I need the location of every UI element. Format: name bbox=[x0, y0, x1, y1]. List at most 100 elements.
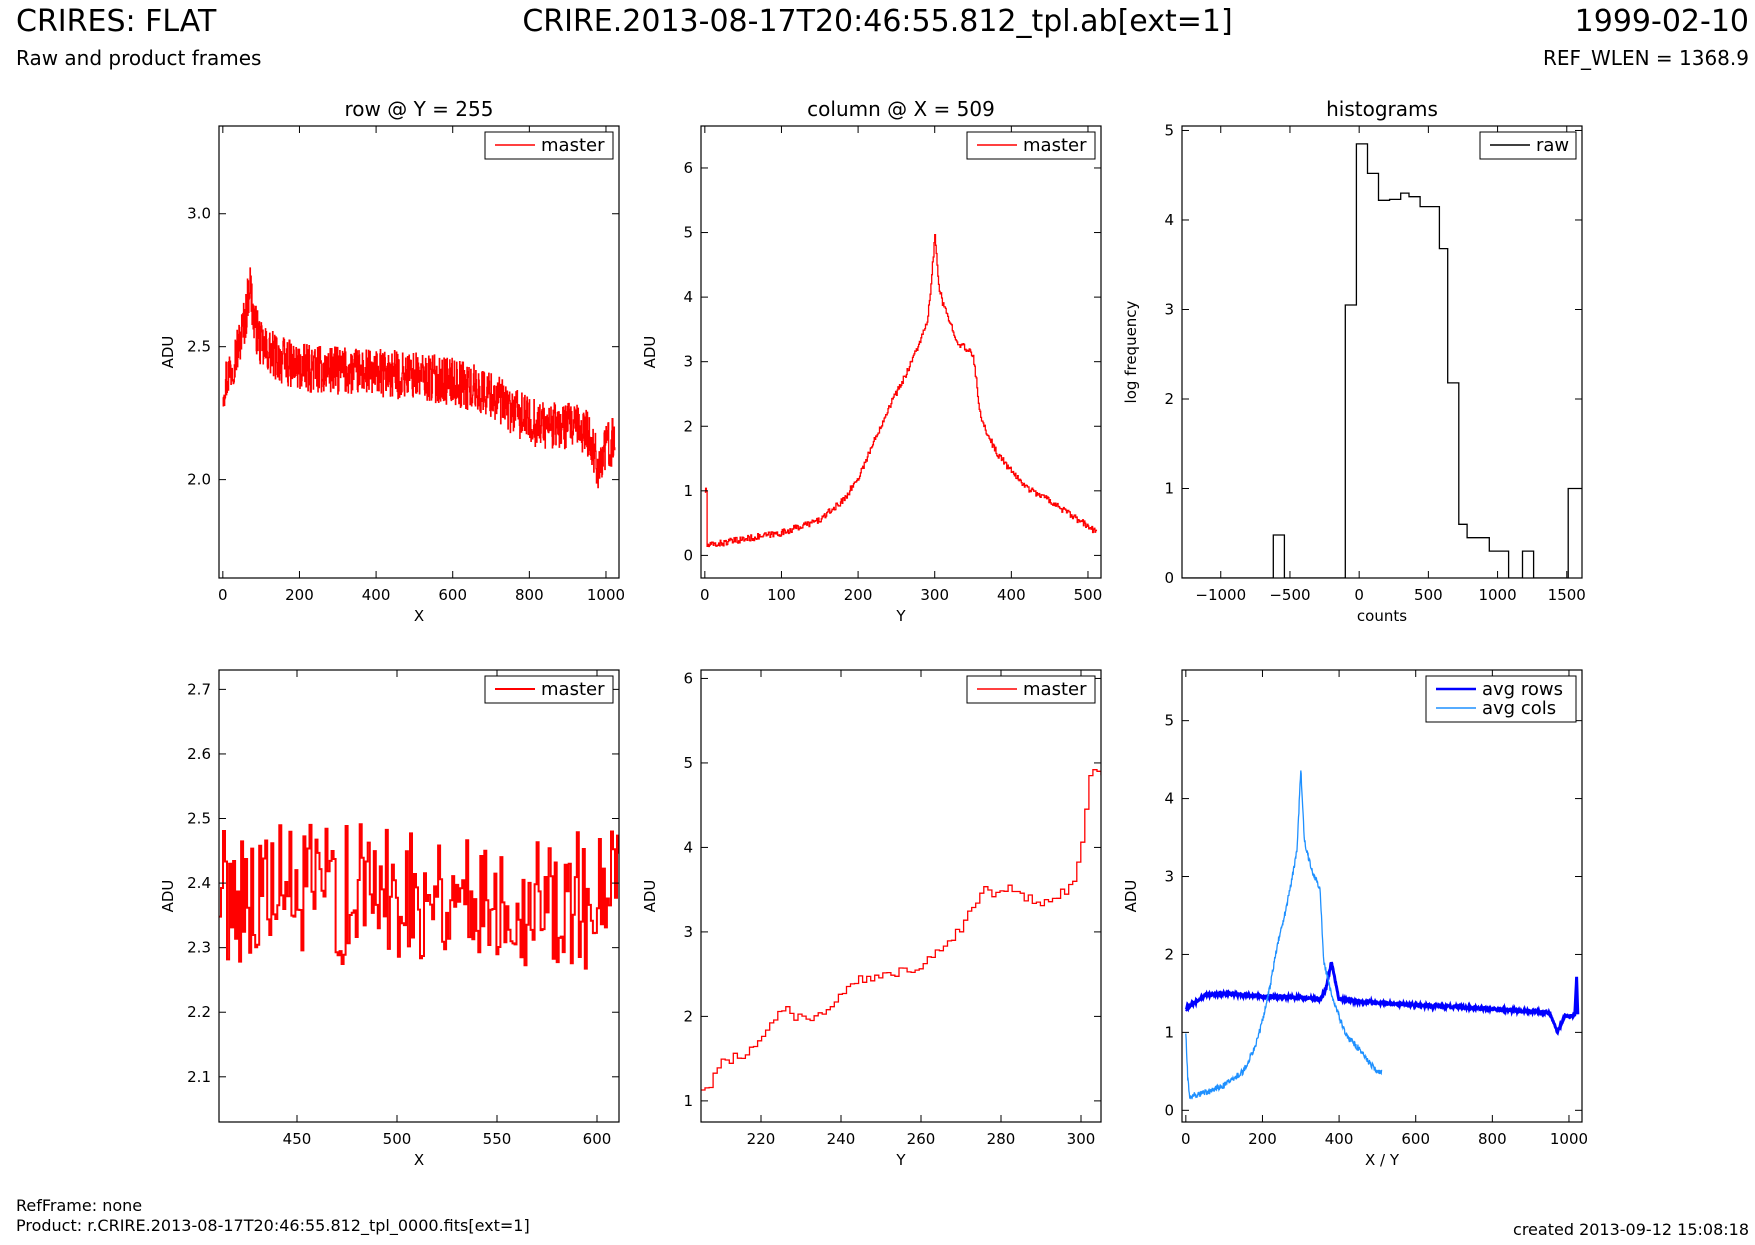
created-timestamp: created 2013-09-12 15:08:18 bbox=[1513, 1220, 1749, 1239]
legend-label: raw bbox=[1536, 135, 1569, 156]
product-label: Product: r.CRIRE.2013-08-17T20:46:55.812… bbox=[16, 1216, 530, 1235]
figure-title: CRIRES: FLAT bbox=[16, 4, 217, 39]
plot-frame bbox=[700, 669, 1102, 1123]
chart-2: 0 100 200 300 400 500 0 1 2 3 4 5 6 column @ X = 509 Y… bbox=[641, 97, 1102, 625]
y-tick-label: 2 bbox=[683, 1007, 693, 1025]
x-axis-label: counts bbox=[1357, 607, 1407, 625]
legend: raw bbox=[1479, 131, 1577, 160]
x-axis-label: Y bbox=[895, 607, 906, 625]
series-master-line bbox=[701, 769, 1101, 1091]
y-tick-label: 3 bbox=[1164, 300, 1174, 318]
y-tick-label: 3.0 bbox=[187, 205, 211, 223]
legend-label: avg rows bbox=[1482, 679, 1563, 700]
y-tick-label: 3 bbox=[683, 353, 693, 371]
legend-box bbox=[1425, 675, 1577, 723]
legend-label: master bbox=[541, 135, 605, 156]
chart-5: 220 240 260 280 300 1 2 3 4 5 6 Y ADU master bbox=[641, 669, 1102, 1169]
series-master-line bbox=[219, 823, 619, 970]
plot-frame bbox=[1181, 669, 1583, 1123]
x-tick-label: 1000 bbox=[587, 586, 625, 604]
chart-title: histograms bbox=[1326, 97, 1438, 121]
legend: master bbox=[484, 675, 614, 704]
x-tick-label: 200 bbox=[1248, 1130, 1277, 1148]
y-tick-label: 6 bbox=[683, 669, 693, 687]
x-tick-label: 1000 bbox=[1550, 1130, 1588, 1148]
y-tick-label: 3 bbox=[683, 923, 693, 941]
legend-label: avg cols bbox=[1482, 698, 1556, 719]
y-axis-label: ADU bbox=[641, 336, 659, 369]
y-tick-label: 5 bbox=[683, 224, 693, 242]
y-tick-label: 1 bbox=[1164, 1023, 1174, 1041]
y-tick-label: 2 bbox=[1164, 945, 1174, 963]
x-tick-label: 300 bbox=[920, 586, 949, 604]
legend-label: master bbox=[1023, 679, 1087, 700]
x-tick-label: 0 bbox=[1354, 586, 1364, 604]
x-tick-label: 260 bbox=[907, 1130, 936, 1148]
chart-4: 450 500 550 600 2.1 2.2 2.3 2.4 2.5 2.6 2.7 X ADU mas… bbox=[159, 669, 620, 1169]
observation-date: 1999-02-10 bbox=[1574, 4, 1749, 39]
y-axis-label: ADU bbox=[1122, 880, 1140, 913]
x-tick-label: 280 bbox=[987, 1130, 1016, 1148]
series-master-line bbox=[704, 233, 1098, 548]
x-tick-label: 200 bbox=[285, 586, 314, 604]
x-tick-label: 1000 bbox=[1478, 586, 1516, 604]
x-tick-label: 500 bbox=[383, 1130, 412, 1148]
x-axis-label: X bbox=[414, 607, 424, 625]
y-tick-label: 5 bbox=[1164, 121, 1174, 139]
x-tick-label: 400 bbox=[997, 586, 1026, 604]
y-tick-label: 4 bbox=[683, 838, 693, 856]
x-tick-label: 450 bbox=[283, 1130, 312, 1148]
y-axis-label: ADU bbox=[159, 336, 177, 369]
x-tick-label: 500 bbox=[1074, 586, 1103, 604]
y-tick-label: 2.5 bbox=[187, 810, 211, 828]
x-tick-label: 0 bbox=[1181, 1130, 1191, 1148]
legend: master bbox=[966, 131, 1096, 160]
y-tick-label: 5 bbox=[683, 754, 693, 772]
x-tick-label: 240 bbox=[827, 1130, 856, 1148]
legend-label: master bbox=[1023, 135, 1087, 156]
x-tick-label: 500 bbox=[1414, 586, 1443, 604]
x-tick-label: 600 bbox=[583, 1130, 612, 1148]
y-tick-label: 2.7 bbox=[187, 680, 211, 698]
y-tick-label: 4 bbox=[1164, 211, 1174, 229]
x-tick-label: 600 bbox=[1401, 1130, 1430, 1148]
x-tick-label: 550 bbox=[483, 1130, 512, 1148]
legend: master bbox=[484, 131, 614, 160]
x-tick-label: 200 bbox=[844, 586, 873, 604]
chart-3: −1000 −500 0 500 1000 1500 0 1 2 3 4 5 histograms cou… bbox=[1122, 97, 1586, 625]
file-name-title: CRIRE.2013-08-17T20:46:55.812_tpl.ab[ext… bbox=[522, 4, 1233, 39]
y-tick-label: 2.5 bbox=[187, 338, 211, 356]
x-tick-label: −1000 bbox=[1195, 586, 1246, 604]
y-tick-label: 2.2 bbox=[187, 1003, 211, 1021]
x-tick-label: 600 bbox=[438, 586, 467, 604]
x-tick-label: 0 bbox=[218, 586, 228, 604]
x-axis-label: X bbox=[414, 1151, 424, 1169]
y-axis-label: ADU bbox=[641, 880, 659, 913]
x-tick-label: −500 bbox=[1269, 586, 1310, 604]
x-tick-label: 300 bbox=[1067, 1130, 1096, 1148]
x-tick-label: 1500 bbox=[1548, 586, 1586, 604]
plot-frame bbox=[1181, 125, 1583, 579]
series-raw-line bbox=[1182, 143, 1582, 578]
x-tick-label: 400 bbox=[1325, 1130, 1354, 1148]
x-axis-label: Y bbox=[895, 1151, 906, 1169]
y-tick-label: 1 bbox=[1164, 479, 1174, 497]
x-tick-label: 220 bbox=[747, 1130, 776, 1148]
y-tick-label: 2 bbox=[1164, 390, 1174, 408]
chart-title: row @ Y = 255 bbox=[345, 97, 494, 121]
plot-frame bbox=[218, 669, 620, 1123]
y-tick-label: 1 bbox=[683, 482, 693, 500]
plot-frame bbox=[218, 125, 620, 579]
chart-title: column @ X = 509 bbox=[807, 97, 995, 121]
y-tick-label: 2.3 bbox=[187, 939, 211, 957]
y-tick-label: 2.1 bbox=[187, 1068, 211, 1086]
series-avg-cols-line bbox=[1185, 770, 1383, 1100]
x-axis-label: X / Y bbox=[1365, 1151, 1400, 1169]
figure-subtitle: Raw and product frames bbox=[16, 46, 262, 70]
plot-frame bbox=[700, 125, 1102, 579]
y-tick-label: 0 bbox=[683, 546, 693, 564]
y-tick-label: 4 bbox=[683, 288, 693, 306]
x-tick-label: 0 bbox=[700, 586, 710, 604]
y-tick-label: 6 bbox=[683, 159, 693, 177]
